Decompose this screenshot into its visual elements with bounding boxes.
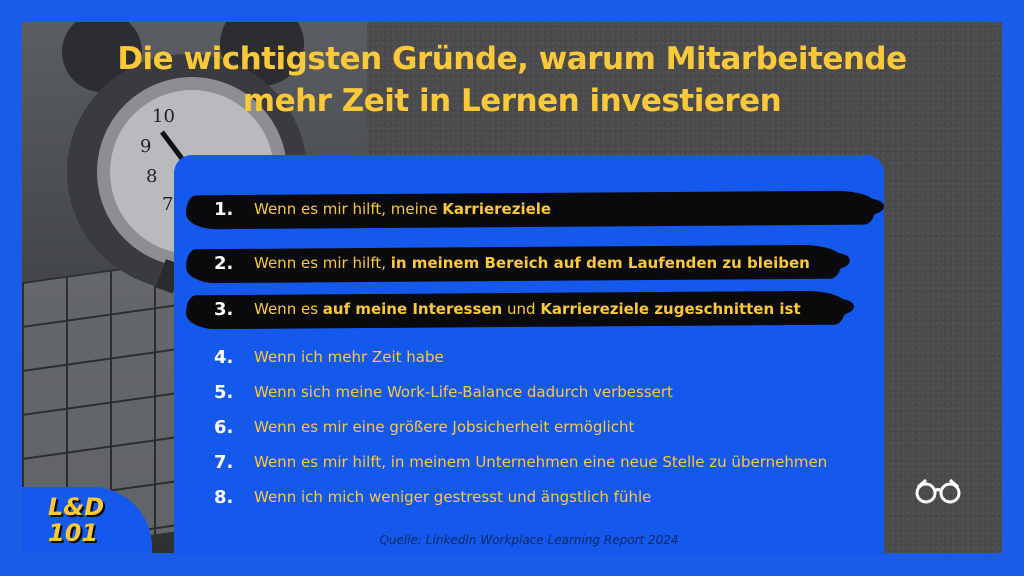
item-number: 6. bbox=[214, 416, 234, 438]
item-number: 7. bbox=[214, 451, 234, 473]
svg-text:7: 7 bbox=[162, 194, 173, 215]
svg-text:8: 8 bbox=[146, 166, 157, 187]
list-item: 2. Wenn es mir hilft, in meinem Bereich … bbox=[174, 244, 884, 284]
reasons-card: 1. Wenn es mir hilft, meine Karriereziel… bbox=[174, 155, 884, 555]
list-item: 1. Wenn es mir hilft, meine Karriereziel… bbox=[174, 190, 884, 230]
svg-text:9: 9 bbox=[140, 136, 151, 157]
source-citation: Quelle: LinkedIn Workplace Learning Repo… bbox=[379, 533, 679, 547]
item-text: Wenn ich mehr Zeit habe bbox=[254, 348, 444, 366]
page-title: Die wichtigsten Gründe, warum Mitarbeite… bbox=[22, 38, 1002, 122]
list-item: 8. Wenn ich mich weniger gestresst und ä… bbox=[174, 479, 884, 515]
item-number: 1. bbox=[214, 198, 234, 220]
title-line-2: mehr Zeit in Lernen investieren bbox=[242, 83, 782, 119]
item-text: Wenn es mir hilft, in meinem Bereich auf… bbox=[254, 254, 810, 272]
item-text: Wenn sich meine Work-Life-Balance dadurc… bbox=[254, 383, 673, 401]
svg-text:10: 10 bbox=[152, 106, 175, 127]
logo-line-1: L&D bbox=[48, 493, 105, 521]
item-number: 4. bbox=[214, 346, 234, 368]
item-number: 3. bbox=[214, 298, 234, 320]
item-text: Wenn es mir hilft, meine Karriereziele bbox=[254, 200, 552, 218]
title-line-1: Die wichtigsten Gründe, warum Mitarbeite… bbox=[117, 41, 907, 77]
item-text: Wenn es mir eine größere Jobsicherheit e… bbox=[254, 418, 635, 436]
list-item: 5. Wenn sich meine Work-Life-Balance dad… bbox=[174, 374, 884, 410]
glasses-icon bbox=[915, 478, 961, 504]
list-item: 3. Wenn es auf meine Interessen und Karr… bbox=[174, 290, 884, 330]
item-number: 8. bbox=[214, 486, 234, 508]
list-item: 6. Wenn es mir eine größere Jobsicherhei… bbox=[174, 409, 884, 445]
item-text: Wenn es mir hilft, in meinem Unternehmen… bbox=[254, 453, 828, 471]
item-text: Wenn es auf meine Interessen und Karrier… bbox=[254, 300, 801, 318]
list-item: 7. Wenn es mir hilft, in meinem Unterneh… bbox=[174, 444, 884, 480]
item-number: 2. bbox=[214, 252, 234, 274]
logo-line-2: 101 bbox=[48, 519, 99, 547]
item-number: 5. bbox=[214, 381, 234, 403]
list-item: 4. Wenn ich mehr Zeit habe bbox=[174, 339, 884, 375]
item-text: Wenn ich mich weniger gestresst und ängs… bbox=[254, 488, 652, 506]
